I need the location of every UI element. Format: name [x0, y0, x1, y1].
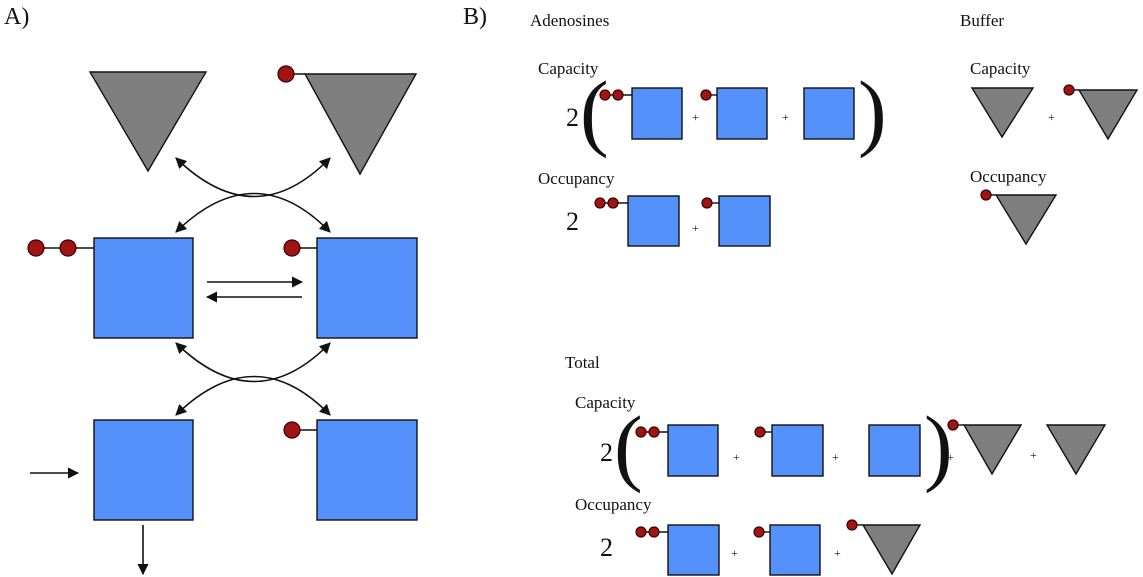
plus-sign: +: [731, 546, 738, 560]
total-title: Total: [565, 353, 600, 372]
adenosines-title: Adenosines: [530, 11, 609, 30]
amp-molecule: [93, 419, 194, 521]
plus-sign: +: [947, 450, 954, 464]
panel-b-label: B): [463, 4, 487, 30]
plus-sign: +: [733, 450, 740, 464]
adp-molecule: [283, 237, 418, 339]
plus-sign: +: [832, 450, 839, 464]
phospho-buffer: [980, 189, 1058, 246]
plus-sign: +: [692, 221, 699, 235]
total-occupancy-label: Occupancy: [575, 495, 652, 514]
open-paren: (: [580, 63, 609, 159]
total-capacity-label: Capacity: [575, 393, 636, 412]
total-capacity-coef: 2: [600, 438, 613, 467]
adp-molecule: [754, 424, 824, 477]
amp-molecule: [868, 424, 921, 477]
buffer-triangle: [970, 87, 1035, 139]
buffer-title: Buffer: [960, 11, 1004, 30]
adenosines-occupancy-coef: 2: [566, 207, 579, 236]
close-paren: ): [924, 398, 953, 494]
phospho-buffer: [1063, 84, 1139, 141]
adp-molecule: [701, 195, 771, 247]
adenosines-occupancy-label: Occupancy: [538, 169, 615, 188]
atp-molecule: [635, 424, 719, 477]
lower-exchange-arrow: [175, 342, 331, 383]
adp-molecule: [753, 524, 821, 576]
adp-molecule: [700, 87, 768, 140]
plus-sign: +: [834, 546, 841, 560]
buffer-occupancy-label: Occupancy: [970, 167, 1047, 186]
upper-exchange-arrow: [175, 157, 331, 198]
total-occupancy-coef: 2: [600, 533, 613, 562]
phospho-buffer: [277, 65, 418, 176]
adenosines-capacity-coef: 2: [566, 103, 579, 132]
panel-a-label: A): [4, 4, 29, 30]
atp-molecule: [599, 87, 683, 140]
lower-exchange-arrow-2: [175, 375, 331, 416]
atp-molecule: [635, 524, 720, 576]
buffer-capacity-label: Capacity: [970, 59, 1031, 78]
plus-sign: +: [1048, 110, 1055, 124]
open-paren: (: [614, 398, 643, 494]
plus-sign: +: [692, 110, 699, 124]
plus-sign: +: [1030, 448, 1037, 462]
amp-molecule: [803, 87, 855, 140]
upper-exchange-arrow-2: [175, 192, 331, 233]
buffer-triangle: [88, 71, 208, 173]
phospho-buffer: [947, 419, 1023, 476]
atp-molecule: [594, 195, 680, 247]
adenosines-capacity-label: Capacity: [538, 59, 599, 78]
plus-sign: +: [782, 110, 789, 124]
adp-molecule-lower: [283, 419, 418, 521]
atp-molecule: [27, 237, 194, 339]
phospho-buffer: [846, 519, 922, 576]
buffer-triangle: [1045, 424, 1107, 476]
close-paren: ): [858, 63, 887, 159]
